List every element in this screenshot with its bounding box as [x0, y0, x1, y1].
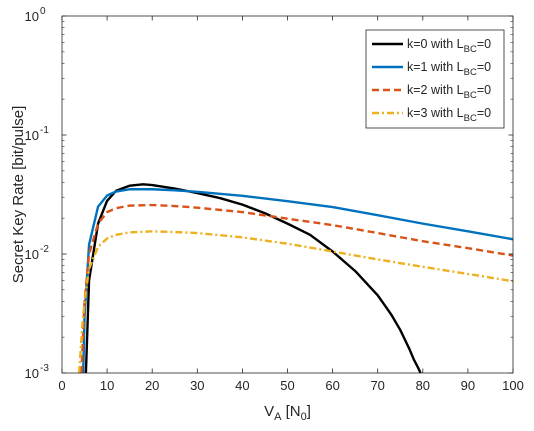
legend-label-2: k=2 with LBC=0	[407, 83, 491, 101]
x-tick-label: 20	[145, 378, 159, 393]
x-tick-label: 40	[235, 378, 249, 393]
y-tick-label: 10	[25, 9, 39, 24]
legend-label-1: k=1 with LBC=0	[407, 60, 491, 78]
x-tick-label: 90	[461, 378, 475, 393]
x-tick-label: 30	[190, 378, 204, 393]
series-line-2	[80, 203, 513, 373]
legend: k=0 with LBC=0 k=1 with LBC=0 k=2 with LBC…	[365, 29, 505, 129]
x-tick-label: 70	[370, 378, 384, 393]
legend-label-0: k=0 with LBC=0	[407, 37, 491, 55]
x-tick-label: 60	[325, 378, 339, 393]
legend-box	[365, 29, 505, 129]
series-line-3	[77, 230, 513, 373]
y-axis-title: Secret Key Rate [bit/pulse]	[10, 106, 27, 284]
x-tick-label: 50	[280, 378, 294, 393]
y-tick-label: 10	[25, 247, 39, 262]
x-tick-label: 0	[58, 378, 65, 393]
y-tick-exponent: -3	[40, 363, 49, 374]
y-tick-label: 10	[25, 366, 39, 381]
legend-label-3: k=3 with LBC=0	[407, 106, 491, 124]
x-axis-title: VA [N0]	[264, 403, 311, 423]
series-line-1	[82, 188, 513, 373]
series-layer	[77, 183, 513, 373]
x-tick-label: 80	[416, 378, 430, 393]
y-tick-exponent: 0	[40, 6, 46, 17]
x-tick-label: 10	[100, 378, 114, 393]
y-tick-exponent: -1	[40, 125, 49, 136]
y-tick-label: 10	[25, 128, 39, 143]
y-tick-exponent: -2	[40, 244, 49, 255]
x-tick-label: 100	[502, 378, 524, 393]
